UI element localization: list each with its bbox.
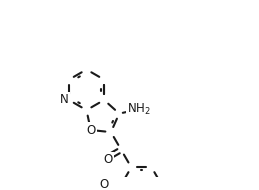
Text: O: O [104, 153, 113, 166]
Text: O: O [86, 124, 95, 136]
Text: NH$_2$: NH$_2$ [127, 102, 151, 117]
Text: N: N [60, 93, 69, 106]
Text: O: O [99, 178, 109, 190]
